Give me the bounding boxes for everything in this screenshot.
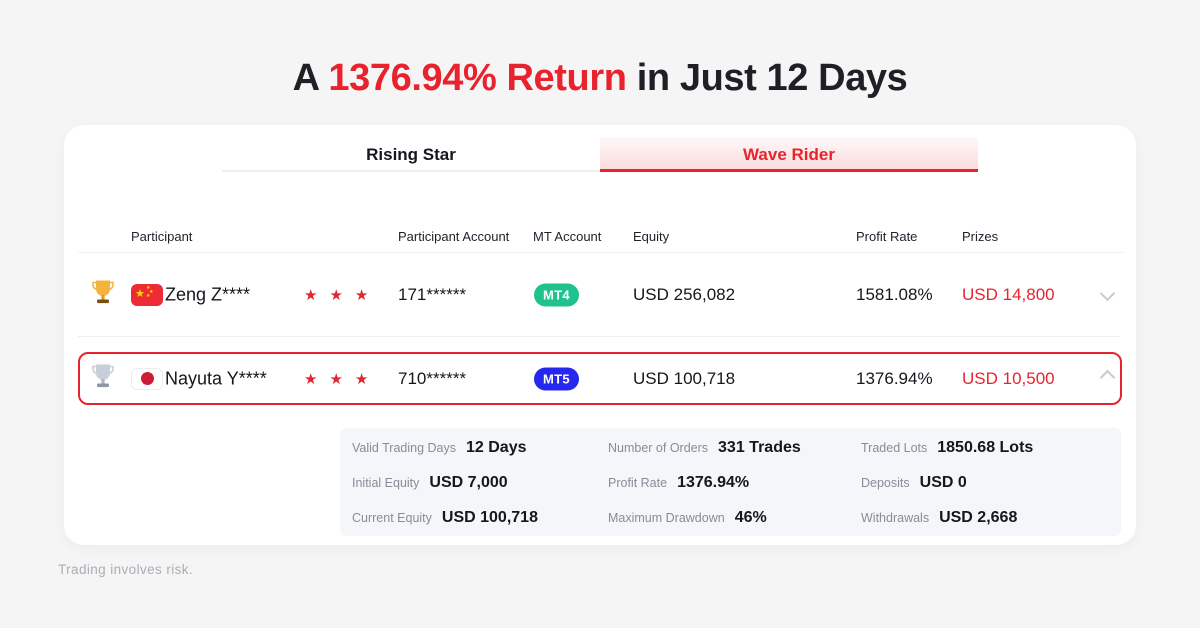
header-mt-account: MT Account [533,229,602,244]
star-icon: ★ [304,286,318,304]
row-divider [78,336,1120,337]
gold-trophy-icon [92,279,114,310]
detail-deposits: Deposits USD 0 [861,465,1033,500]
detail-label: Profit Rate [608,475,668,490]
prize-value: USD 14,800 [962,284,1055,304]
detail-value: USD 0 [919,473,967,491]
detail-value: 12 Days [466,438,527,456]
detail-value: 46% [734,508,767,526]
detail-maximum-drawdown: Maximum Drawdown 46% [608,500,801,535]
detail-label: Traded Lots [861,440,928,455]
mt4-badge-label: MT4 [534,283,579,306]
detail-label: Number of Orders [608,440,709,455]
participant-name: Zeng Z**** [165,284,251,304]
title-prefix: A [292,57,329,99]
detail-label: Current Equity [352,510,432,525]
details-panel: Valid Trading Days 12 Days Initial Equit… [340,428,1121,536]
detail-profit-rate: Profit Rate 1376.94% [608,465,801,500]
detail-label: Maximum Drawdown [608,510,725,525]
star-rating: ★ ★ ★ [304,370,368,388]
silver-trophy-icon [92,363,114,394]
participant-name: Nayuta Y**** [165,368,267,388]
leaderboard-card: Rising Star Wave Rider Participant Parti… [64,125,1136,545]
star-icon: ★ [354,370,369,388]
detail-value: USD 2,668 [939,508,1018,526]
detail-value: 331 Trades [718,438,801,456]
star-icon: ★ [354,286,369,304]
mt5-badge: MT5 [534,367,579,390]
tab-rising-star-label: Rising Star [366,144,456,164]
table-row-highlighted[interactable]: Nayuta Y**** ★ ★ ★ 710****** MT5 USD 100… [78,352,1122,405]
mt5-badge-label: MT5 [534,367,579,390]
detail-label: Valid Trading Days [352,440,456,455]
title-suffix: in Just 12 Days [626,57,908,99]
japan-flag-icon [131,367,163,390]
detail-value: 1850.68 Lots [937,438,1034,456]
detail-value: 1376.94% [677,473,750,491]
china-flag-icon: ★ ★ ★ ★ [131,283,163,306]
table-header: Participant Participant Account MT Accou… [64,223,1136,249]
prize-value: USD 10,500 [962,368,1055,388]
star-icon: ★ [329,370,343,388]
header-participant-account: Participant Account [398,229,510,244]
header-equity: Equity [633,229,670,244]
chevron-down-icon[interactable] [1099,285,1116,304]
star-icon: ★ [329,286,343,304]
detail-withdrawals: Withdrawals USD 2,668 [861,500,1033,535]
tab-rising-star[interactable]: Rising Star [222,137,600,172]
details-column-1: Valid Trading Days 12 Days Initial Equit… [352,430,538,535]
participant-account: 710****** [398,368,467,388]
equity-value: USD 100,718 [633,368,736,388]
detail-label: Initial Equity [352,475,420,490]
star-rating: ★ ★ ★ [304,286,368,304]
detail-value: USD 7,000 [429,473,508,491]
page-title: A 1376.94% Return in Just 12 Days [0,57,1200,100]
detail-traded-lots: Traded Lots 1850.68 Lots [861,430,1033,465]
detail-current-equity: Current Equity USD 100,718 [352,500,538,535]
detail-label: Deposits [861,475,910,490]
detail-valid-trading-days: Valid Trading Days 12 Days [352,430,538,465]
details-column-2: Number of Orders 331 Trades Profit Rate … [608,430,801,535]
risk-disclaimer: Trading involves risk. [58,562,194,577]
tab-bar: Rising Star Wave Rider [222,137,978,172]
profit-rate-value: 1581.08% [856,284,933,304]
detail-label: Withdrawals [861,510,930,525]
equity-value: USD 256,082 [633,284,736,304]
table-row[interactable]: ★ ★ ★ ★ Zeng Z**** ★ ★ ★ 171****** MT4 USD … [64,253,1136,336]
profit-rate-value: 1376.94% [856,368,933,388]
header-participant: Participant [131,229,193,244]
header-prizes: Prizes [962,229,999,244]
star-icon: ★ [304,370,318,388]
participant-account: 171****** [398,284,467,304]
header-profit-rate: Profit Rate [856,229,918,244]
detail-number-of-orders: Number of Orders 331 Trades [608,430,801,465]
tab-wave-rider-label: Wave Rider [743,144,835,164]
mt4-badge: MT4 [534,283,579,306]
details-column-3: Traded Lots 1850.68 Lots Deposits USD 0 … [861,430,1033,535]
tab-wave-rider[interactable]: Wave Rider [600,137,978,172]
detail-value: USD 100,718 [441,508,538,526]
header-divider [78,252,1124,253]
title-highlight: 1376.94% Return [328,57,627,99]
chevron-up-icon[interactable] [1099,369,1116,388]
detail-initial-equity: Initial Equity USD 7,000 [352,465,538,500]
